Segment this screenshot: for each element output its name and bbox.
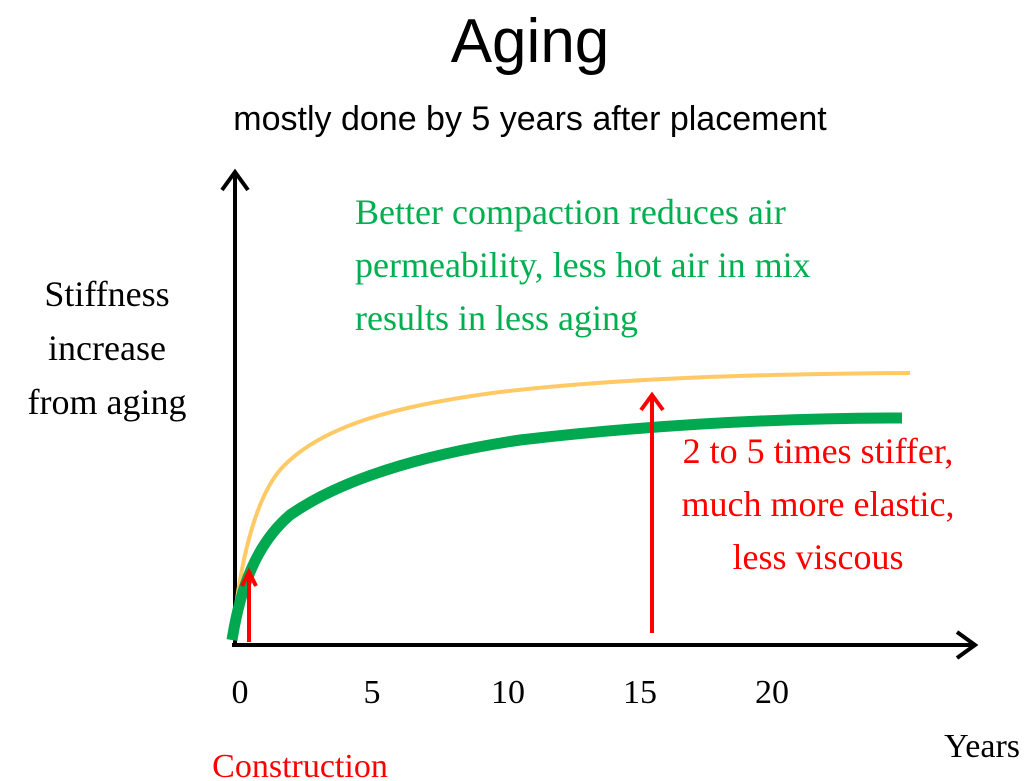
x-ticks: 0 5 10 15 20	[232, 674, 790, 711]
y-label-line: increase	[48, 328, 166, 368]
x-tick-label: 15	[623, 674, 657, 711]
note-line: Better compaction reduces air	[355, 192, 786, 232]
curve-poor-compaction	[230, 371, 911, 641]
x-axis-label: Years	[944, 728, 1020, 765]
note-line: 2 to 5 times stiffer,	[683, 431, 954, 471]
x-arrow	[955, 630, 979, 660]
y-axis-label: Stiffness increase from aging	[28, 274, 187, 422]
x-tick-label: 10	[491, 674, 525, 711]
green-note: Better compaction reduces air permeabili…	[355, 192, 811, 338]
x-tick-label: 5	[364, 674, 381, 711]
arrow-head	[240, 567, 258, 587]
note-line: permeability, less hot air in mix	[355, 245, 811, 285]
arrow-head	[639, 391, 665, 412]
title: Aging	[451, 7, 610, 76]
subtitle: mostly done by 5 years after placement	[233, 100, 827, 138]
y-label-line: Stiffness	[44, 274, 169, 314]
construction-label: Construction	[212, 748, 388, 781]
note-line: less viscous	[733, 537, 904, 577]
x-tick-label: 20	[755, 674, 789, 711]
x-tick-label: 0	[232, 674, 249, 711]
red-note: 2 to 5 times stiffer, much more elastic,…	[682, 431, 955, 577]
note-line: much more elastic,	[682, 484, 955, 524]
y-arrow	[220, 168, 250, 192]
curve-good-compaction	[226, 412, 903, 641]
y-label-line: from aging	[28, 382, 187, 422]
note-line: results in less aging	[355, 298, 638, 338]
